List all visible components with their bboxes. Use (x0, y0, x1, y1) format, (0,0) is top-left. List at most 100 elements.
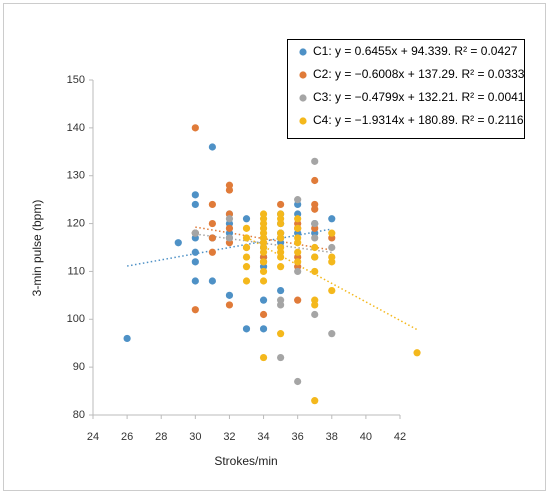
point (191, 248, 199, 256)
point (191, 191, 199, 199)
point (242, 234, 251, 242)
point (259, 310, 268, 319)
point (208, 248, 216, 256)
legend-label: C2: y = −0.6008x + 137.29. R² = 0.0333 (313, 67, 525, 81)
x-axis-label: Strokes/min (214, 454, 277, 468)
x-tick-label: 28 (155, 431, 167, 443)
y-tick-label: 90 (73, 361, 85, 373)
point (277, 263, 285, 271)
point (294, 224, 302, 232)
point (277, 330, 285, 338)
point (294, 296, 302, 304)
point (242, 224, 251, 232)
point (311, 176, 319, 185)
x-tick-label: 24 (87, 431, 99, 443)
point (123, 334, 131, 343)
y-tick-label: 110 (67, 265, 85, 277)
point (242, 277, 251, 285)
point (242, 263, 251, 271)
point (277, 286, 285, 295)
trend-line (246, 236, 418, 331)
point (208, 143, 216, 151)
x-tick-label: 30 (189, 431, 201, 443)
x-tick-label: 34 (257, 431, 269, 443)
point (277, 219, 285, 228)
point (191, 200, 199, 209)
point (259, 296, 268, 304)
point (191, 124, 199, 132)
point (225, 291, 234, 299)
point (311, 397, 319, 405)
point (225, 215, 234, 223)
y-axis-label: 3-min pulse (bpm) (30, 200, 44, 297)
point (311, 301, 319, 309)
y-tick-label: 130 (67, 170, 85, 182)
legend-box (287, 39, 525, 139)
x-tick-label: 38 (326, 431, 338, 443)
point (294, 239, 302, 247)
point (311, 253, 319, 261)
legend-marker (299, 48, 307, 56)
point (311, 219, 319, 228)
x-tick-label: 40 (360, 431, 372, 443)
y-tick-label: 100 (67, 313, 85, 325)
point (242, 253, 251, 261)
point (328, 330, 336, 338)
point (311, 234, 319, 242)
point (328, 243, 336, 252)
point (191, 306, 199, 314)
point (311, 267, 319, 276)
point (311, 310, 319, 319)
point (242, 325, 251, 333)
legend-marker (299, 117, 307, 125)
point (259, 248, 268, 256)
point (191, 258, 199, 266)
point (242, 243, 251, 252)
legend-label: C3: y = −0.4799x + 132.21. R² = 0.0041 (313, 90, 525, 104)
point (259, 325, 268, 333)
point (259, 267, 268, 276)
point (328, 286, 336, 295)
point (294, 248, 302, 256)
x-tick-label: 32 (223, 431, 235, 443)
point (277, 200, 285, 209)
point (259, 258, 268, 266)
point (294, 377, 302, 386)
point (311, 157, 319, 165)
point (311, 243, 319, 252)
point (328, 215, 336, 223)
point (225, 301, 234, 309)
point (225, 234, 234, 242)
point (191, 229, 199, 237)
point (277, 301, 285, 309)
point (208, 219, 216, 228)
y-tick-label: 80 (73, 409, 85, 421)
x-tick-label: 36 (292, 431, 304, 443)
point (174, 239, 182, 247)
legend-marker (299, 94, 307, 102)
x-tick-label: 26 (121, 431, 133, 443)
point (294, 215, 302, 223)
point (294, 258, 302, 266)
point (208, 200, 216, 209)
point (277, 234, 285, 242)
legend-label: C1: y = 0.6455x + 94.339. R² = 0.0427 (313, 44, 518, 58)
point (277, 253, 285, 261)
x-tick-label: 42 (394, 431, 406, 443)
frame (3, 3, 546, 491)
point (225, 224, 234, 232)
point (294, 196, 302, 204)
point (328, 258, 336, 266)
legend-label: C4: y = −1.9314x + 180.89. R² = 0.2116 (313, 113, 524, 127)
point (225, 186, 234, 194)
y-tick-label: 120 (67, 217, 85, 229)
y-tick-label: 150 (67, 74, 85, 86)
point (191, 277, 199, 285)
point (208, 234, 216, 242)
point (259, 353, 268, 362)
legend-marker (299, 71, 307, 79)
point (413, 349, 421, 357)
point (294, 267, 302, 276)
point (208, 277, 216, 285)
